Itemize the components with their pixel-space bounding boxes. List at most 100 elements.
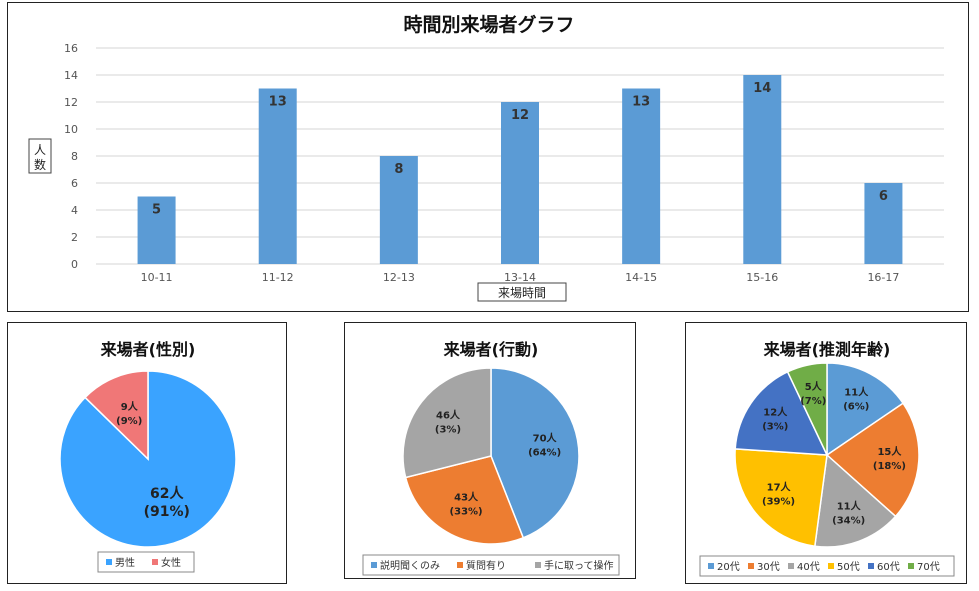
legend-swatch — [152, 559, 158, 565]
legend-swatch — [708, 563, 714, 569]
pie-slice — [734, 370, 829, 456]
bar-data-label: 13 — [269, 95, 287, 110]
y-tick-label: 6 — [71, 177, 78, 190]
pie-slice — [786, 362, 828, 456]
legend-entry: 女性 — [161, 556, 181, 569]
pie-slice — [826, 362, 905, 457]
bar-data-label: 5 — [152, 203, 161, 218]
pie-data-label: 11人 — [844, 386, 869, 399]
legend-entry: 手に取って操作 — [544, 559, 614, 572]
y-axis-label-box — [28, 138, 52, 174]
bar-data-label: 8 — [394, 162, 403, 177]
pie-slice — [59, 370, 237, 548]
pie-slice — [813, 453, 897, 548]
y-tick-label: 8 — [71, 150, 78, 163]
bar — [622, 88, 661, 264]
y-axis-label: 数 — [34, 157, 46, 172]
bar — [501, 102, 539, 264]
pie-title: 来場者(性別) — [100, 340, 196, 359]
legend-box — [362, 554, 620, 576]
legend-box — [699, 555, 955, 577]
bar — [379, 156, 418, 264]
legend-swatch — [371, 562, 377, 568]
pie-slice — [402, 367, 492, 479]
legend-entry: 40代 — [797, 561, 820, 573]
pie-data-label: (91%) — [144, 504, 190, 520]
pie-title: 来場者(行動) — [443, 340, 539, 359]
pie-data-label: (39%) — [762, 496, 795, 507]
pie-data-label: (3%) — [762, 422, 788, 433]
bar-data-label: 14 — [753, 81, 771, 96]
legend-swatch — [868, 563, 874, 569]
pie-data-label: 15人 — [877, 445, 902, 458]
bar-chart: 時間別来場者グラフ 0 2 4 6 8 10 12 14 16 人数 5 10-11 13 11-12 8 12… — [28, 13, 944, 302]
legend-entry: 70代 — [917, 561, 940, 573]
y-tick-label: 10 — [64, 123, 78, 136]
pie-chart-age-panel: 来場者(推測年齢) 11人 (6%) 15人 (18%) 11人 (34%) 17人 (39%)… — [685, 322, 967, 584]
pie-slice — [490, 367, 580, 539]
pie-data-label: 46人 — [436, 408, 461, 421]
pie-chart-age: 来場者(推測年齢) 11人 (6%) 15人 (18%) 11人 (34%) 17人 (39%)… — [699, 340, 955, 577]
pie-data-label: 11人 — [837, 499, 862, 512]
pie-slice — [825, 402, 920, 518]
y-tick-label: 0 — [71, 258, 78, 271]
x-axis-label-box — [477, 282, 567, 302]
bar-data-label: 12 — [511, 108, 529, 123]
legend-entry: 60代 — [877, 561, 900, 573]
y-tick-label: 16 — [64, 42, 78, 55]
legend-swatch — [535, 562, 541, 568]
pie-data-label: 43人 — [454, 490, 479, 503]
y-tick-label: 4 — [71, 204, 78, 217]
y-tick-label: 2 — [71, 231, 78, 244]
legend-box — [97, 551, 195, 573]
pie-data-label: (18%) — [873, 461, 906, 472]
pie-slice — [404, 455, 525, 545]
legend-swatch — [748, 563, 754, 569]
legend-entry: 質問有り — [466, 559, 506, 572]
legend-entry: 説明聞くのみ — [380, 559, 440, 572]
bar-data-label: 6 — [879, 189, 888, 204]
pie-data-label: (34%) — [832, 515, 865, 526]
pie-data-label: 62人 — [150, 485, 184, 502]
pie-data-label: 70人 — [533, 432, 558, 445]
pie-data-label: (9%) — [116, 416, 142, 427]
y-tick-label: 14 — [64, 69, 78, 82]
pie-chart-gender: 来場者(性別) 62人 (91%) 9人 (9%) 男性 女性 — [59, 340, 237, 573]
legend-entry: 男性 — [115, 556, 135, 569]
x-tick-label: 16-17 — [867, 271, 899, 284]
bar — [864, 183, 903, 264]
bar — [743, 75, 782, 264]
pie-data-label: 5人 — [805, 380, 823, 393]
pie-data-label: (33%) — [450, 506, 483, 517]
x-tick-label: 15-16 — [746, 271, 778, 284]
bar — [258, 88, 297, 264]
legend-entry: 50代 — [837, 561, 860, 573]
x-tick-label: 14-15 — [625, 271, 657, 284]
x-tick-label: 12-13 — [383, 271, 415, 284]
legend-entry: 30代 — [757, 561, 780, 573]
pie-slice — [84, 370, 149, 461]
legend-swatch — [106, 559, 112, 565]
pie-data-label: 12人 — [763, 406, 788, 419]
bar-data-label: 13 — [632, 95, 650, 110]
pie-data-label: (7%) — [800, 396, 826, 407]
x-tick-label: 10-11 — [141, 271, 173, 284]
legend-swatch — [908, 563, 914, 569]
pie-data-label: (3%) — [435, 424, 461, 435]
bar — [137, 196, 176, 264]
bar-chart-panel: 時間別来場者グラフ 0 2 4 6 8 10 12 14 16 人数 5 10-11 13 11-12 8 12… — [7, 2, 969, 312]
pie-chart-gender-panel: 来場者(性別) 62人 (91%) 9人 (9%) 男性 女性 — [7, 322, 287, 584]
pie-chart-behavior: 来場者(行動) 70人 (64%) 43人 (33%) 46人 (3%) 説明聞くのみ 質問有り… — [362, 340, 620, 576]
pie-data-label: (6%) — [843, 402, 869, 413]
legend-entry: 20代 — [717, 561, 740, 573]
pie-data-label: (64%) — [528, 448, 561, 459]
y-tick-label: 12 — [64, 96, 78, 109]
chart-title: 時間別来場者グラフ — [403, 13, 574, 36]
x-tick-label: 13-14 — [504, 271, 536, 284]
y-axis-label: 人 — [34, 143, 46, 157]
x-axis-label: 来場時間 — [498, 286, 546, 300]
pie-slice — [734, 448, 828, 548]
pie-data-label: 9人 — [121, 400, 139, 413]
x-tick-label: 11-12 — [262, 271, 294, 284]
pie-data-label: 17人 — [767, 480, 792, 493]
